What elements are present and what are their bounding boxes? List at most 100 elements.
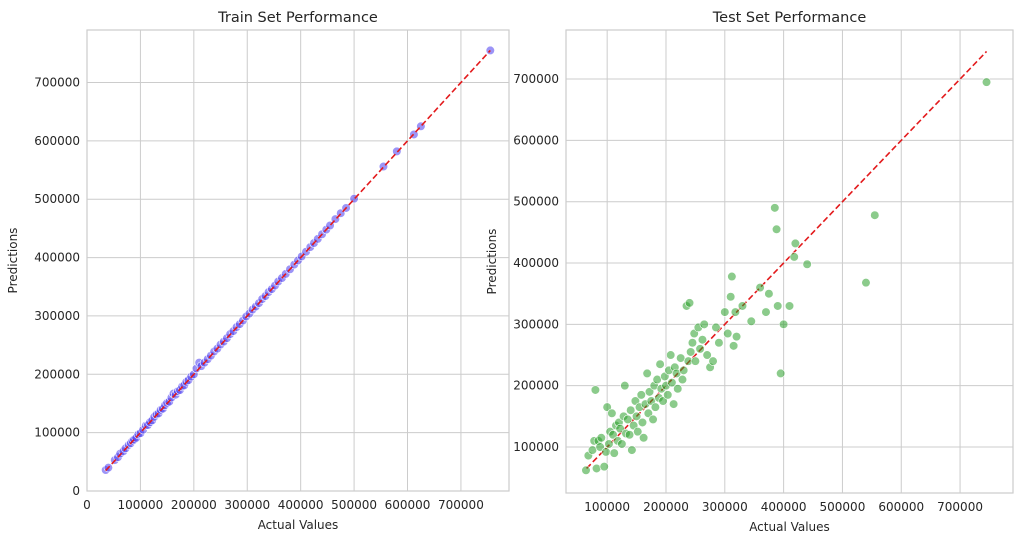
test-chart-title: Test Set Performance <box>712 10 867 26</box>
test-data-point <box>679 365 689 375</box>
test-data-point <box>802 259 812 269</box>
test-data-point <box>620 381 630 391</box>
train-y-tick-label: 500000 <box>34 192 80 206</box>
test-data-point <box>666 350 676 360</box>
train-set-panel: 0 100000 200000 300000 400000 500000 600000 700… <box>6 10 510 532</box>
test-data-point <box>602 402 612 412</box>
test-data-point <box>790 238 800 249</box>
train-y-tick-label: 400000 <box>34 251 80 265</box>
test-points <box>581 77 992 475</box>
test-data-point <box>609 448 619 458</box>
train-x-axis-label: Actual Values <box>258 518 339 532</box>
test-data-point <box>773 301 783 311</box>
test-data-point <box>623 414 633 425</box>
test-data-point <box>687 338 698 348</box>
test-data-point <box>658 396 668 406</box>
test-y-tick-label: 600000 <box>513 133 559 147</box>
test-x-tick-label: 100000 <box>584 500 630 514</box>
train-x-tick-label: 400000 <box>278 498 324 512</box>
test-data-point <box>726 292 736 302</box>
train-y-tick-label: 0 <box>72 484 80 498</box>
test-data-point <box>729 341 739 351</box>
test-data-point <box>637 417 648 428</box>
test-y-tick-label: 100000 <box>513 440 559 454</box>
train-y-axis-label: Predictions <box>6 228 20 294</box>
test-data-point <box>617 439 627 449</box>
train-x-tick-label: 700000 <box>438 498 484 512</box>
test-x-tick-label: 700000 <box>937 500 983 514</box>
test-data-point <box>677 374 688 385</box>
test-data-point <box>655 359 665 369</box>
test-data-point <box>861 278 871 288</box>
test-data-point <box>644 387 655 397</box>
test-data-point <box>755 282 765 293</box>
test-x-ticks: 100000 200000 300000 400000 500000 600000 7000… <box>584 500 983 514</box>
test-data-point <box>624 430 635 440</box>
test-y-tick-label: 300000 <box>513 317 559 331</box>
test-y-axis-label: Predictions <box>485 229 499 295</box>
train-x-tick-label: 500000 <box>331 498 377 512</box>
test-data-point <box>981 77 992 87</box>
test-data-point <box>587 445 598 455</box>
test-data-point <box>714 338 724 348</box>
test-data-point <box>711 322 721 333</box>
test-grid <box>566 30 1013 493</box>
test-data-point <box>779 319 789 329</box>
test-data-point <box>669 399 679 409</box>
test-data-point <box>650 402 661 412</box>
test-data-point <box>776 368 786 379</box>
test-data-point <box>667 378 677 388</box>
test-data-point <box>648 414 658 425</box>
test-data-point <box>604 439 614 449</box>
train-reference-line <box>105 49 491 472</box>
test-set-panel: 100000 200000 300000 400000 500000 600000 7000… <box>485 10 1014 534</box>
test-data-point <box>595 442 605 452</box>
test-axes-frame <box>565 29 1014 494</box>
test-data-point <box>699 319 709 329</box>
train-x-tick-label: 100000 <box>118 498 164 512</box>
test-data-point <box>639 433 649 443</box>
test-data-point <box>720 307 730 317</box>
test-data-point <box>631 411 642 421</box>
test-data-point <box>652 374 662 385</box>
test-data-point <box>737 301 748 311</box>
test-data-point <box>684 298 695 308</box>
test-data-point <box>673 384 683 394</box>
test-data-point <box>695 344 705 354</box>
train-points <box>101 45 495 475</box>
test-data-point <box>789 252 799 262</box>
test-data-point <box>608 430 618 440</box>
test-data-point <box>686 347 696 357</box>
test-y-tick-label: 500000 <box>513 195 559 209</box>
train-x-tick-label: 200000 <box>171 498 217 512</box>
test-x-tick-label: 200000 <box>643 500 689 514</box>
test-data-point <box>636 390 646 400</box>
test-data-point <box>607 408 617 418</box>
train-x-tick-label: 600000 <box>385 498 431 512</box>
test-data-point <box>615 424 625 434</box>
test-y-tick-label: 400000 <box>513 256 559 270</box>
test-data-point <box>771 224 782 234</box>
test-x-tick-label: 500000 <box>820 500 866 514</box>
test-data-point <box>676 353 686 363</box>
test-data-point <box>770 203 780 213</box>
test-y-ticks: 100000 200000 300000 400000 500000 600000 7000… <box>513 72 559 454</box>
test-data-point <box>784 301 795 311</box>
test-data-point <box>731 332 742 342</box>
test-reference-line <box>586 50 988 470</box>
train-data-point <box>485 45 495 56</box>
test-data-point <box>723 328 733 339</box>
test-y-tick-label: 200000 <box>513 379 559 393</box>
test-data-point <box>697 335 708 345</box>
train-y-tick-label: 600000 <box>34 134 80 148</box>
test-data-point <box>764 289 774 299</box>
test-data-point <box>596 433 606 443</box>
test-data-point <box>708 356 718 366</box>
train-x-tick-label: 300000 <box>224 498 270 512</box>
test-data-point <box>599 462 609 472</box>
test-data-point <box>601 447 611 457</box>
test-data-point <box>690 356 700 366</box>
test-x-axis-label: Actual Values <box>749 520 830 534</box>
test-data-point <box>590 385 601 395</box>
